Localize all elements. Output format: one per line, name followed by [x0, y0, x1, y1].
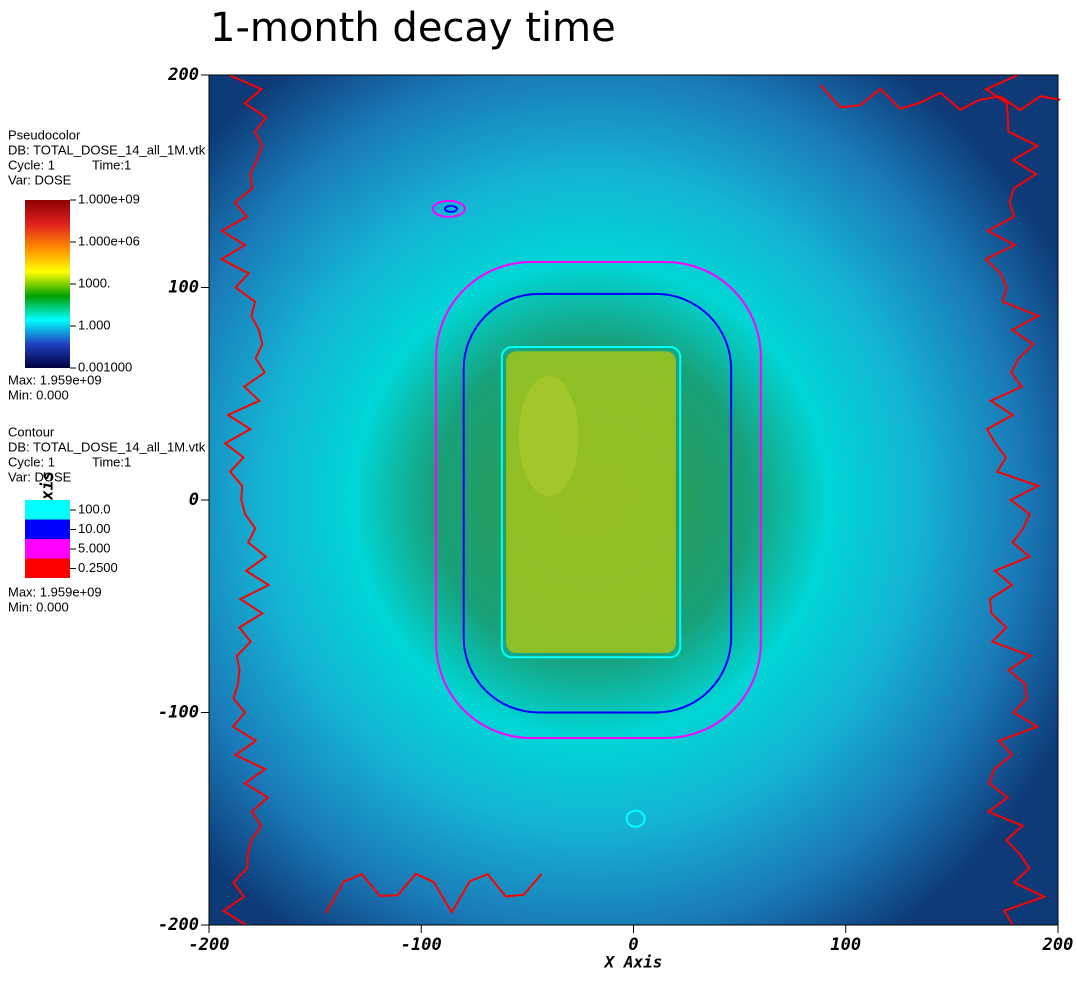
legend-text: Max: 1.959e+09	[8, 584, 102, 599]
legend-text: Min: 0.000	[8, 387, 69, 402]
legend-text: DB: TOTAL_DOSE_14_all_1M.vtk	[8, 439, 206, 454]
y-tick-label: -100	[158, 703, 199, 723]
y-tick-label: 200	[167, 65, 199, 85]
x-tick-label: -100	[401, 935, 442, 955]
x-axis-label: X Axis	[603, 953, 663, 972]
contour-swatch	[25, 519, 70, 539]
legend-text: Max: 1.959e+09	[8, 372, 102, 387]
contour-label: 100.0	[78, 501, 111, 516]
contour-label: 10.00	[78, 521, 111, 536]
contour-swatch	[25, 558, 70, 578]
contour-line	[324, 872, 543, 915]
contour-line	[435, 261, 762, 739]
x-tick-label: 0	[628, 935, 638, 955]
contour-line	[219, 74, 271, 926]
colorbar-label: 1000.	[78, 275, 111, 290]
legend-text: Time:1	[92, 157, 131, 172]
colorbar-label: 1.000	[78, 317, 111, 332]
legend-text: Contour	[8, 424, 55, 439]
contour-swatch	[25, 539, 70, 559]
colorbar-label: 1.000e+06	[78, 233, 140, 248]
colorbar-label: 1.000e+09	[78, 191, 140, 206]
contour-line	[819, 84, 1061, 112]
contour-swatch	[25, 500, 70, 520]
contour-label: 5.000	[78, 540, 111, 555]
legend-text: Min: 0.000	[8, 599, 69, 614]
contour-line	[462, 292, 733, 714]
dose-spot	[518, 376, 579, 497]
contour-line	[431, 199, 466, 218]
contour-line	[984, 74, 1047, 926]
legend-text: Pseudocolor	[8, 127, 81, 142]
contour-label: 0.2500	[78, 560, 118, 575]
y-tick-label: -200	[158, 915, 199, 935]
x-tick-label: -200	[189, 935, 230, 955]
x-tick-label: 200	[1042, 935, 1074, 955]
legend-text: Cycle: 1	[8, 157, 55, 172]
legend-text: Cycle: 1	[8, 454, 55, 469]
contour-line	[443, 204, 458, 213]
y-tick-label: 100	[168, 278, 199, 298]
x-tick-label: 100	[830, 935, 861, 955]
contour-line	[500, 346, 682, 659]
legend-text: Var: DOSE	[8, 469, 72, 484]
colorbar	[25, 200, 70, 368]
chart-title: 1-month decay time	[210, 5, 616, 51]
legend-text: Var: DOSE	[8, 172, 72, 187]
colorbar-label: 0.001000	[78, 359, 132, 374]
contour-line	[625, 809, 646, 828]
legend-text: Time:1	[92, 454, 131, 469]
legend-text: DB: TOTAL_DOSE_14_all_1M.vtk	[8, 142, 206, 157]
y-tick-label: 0	[189, 490, 199, 510]
